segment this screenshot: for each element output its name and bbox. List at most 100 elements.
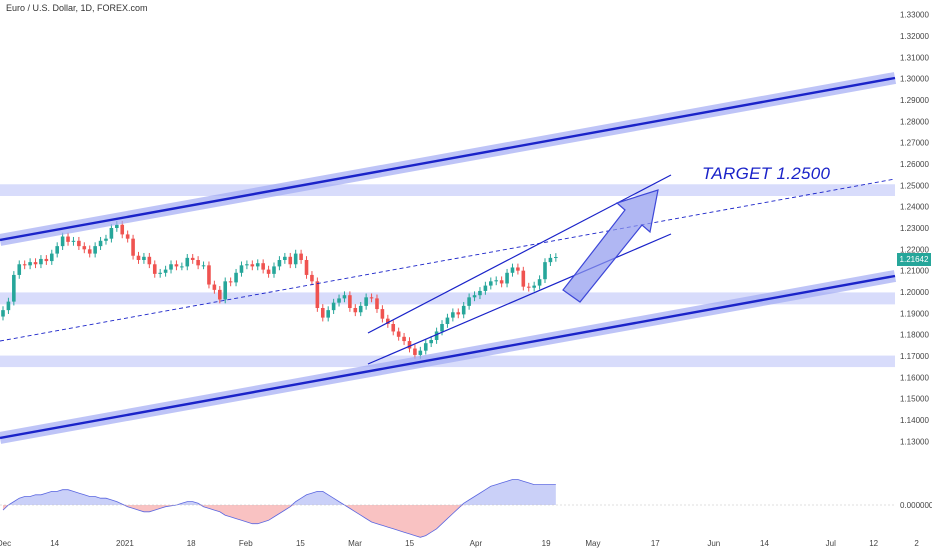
candle-body [391, 324, 396, 332]
price-tick-label: 1.25000 [900, 181, 929, 190]
candle-body [348, 295, 352, 308]
price-tick-label: 1.23000 [900, 224, 929, 233]
candle-body [239, 265, 244, 273]
candle-body [478, 290, 482, 296]
candle-body [337, 298, 341, 303]
candle-body [342, 295, 347, 299]
candle-body [299, 253, 303, 260]
candle-body [461, 305, 466, 315]
candle-body [548, 257, 553, 263]
candle-body [196, 260, 200, 266]
candle-body [304, 260, 309, 275]
candle-body [223, 281, 228, 300]
price-tick-label: 1.16000 [900, 373, 929, 382]
candle-body [104, 238, 108, 241]
price-tick-label: 1.19000 [900, 309, 929, 318]
candle-body [1, 310, 5, 317]
candle-body [66, 236, 70, 242]
candle-body [429, 340, 433, 344]
candle-body [6, 301, 11, 311]
candle-body [489, 281, 493, 286]
candle-body [402, 336, 406, 342]
date-tick-label: May [585, 539, 600, 548]
candle-body [293, 253, 298, 265]
candle-body [169, 264, 173, 270]
candle-body [407, 341, 412, 349]
candle-body [418, 350, 423, 355]
candle-body [266, 269, 271, 274]
sr-zone-0 [0, 184, 895, 196]
candle-body [380, 309, 385, 319]
short-channel-lower [367, 233, 672, 365]
date-tick-label: Dec [0, 539, 11, 548]
price-tick-label: 1.27000 [900, 139, 929, 148]
last-price-badge: 1.21642 [897, 253, 931, 266]
candle-body [218, 289, 222, 300]
candle-body [180, 266, 184, 268]
candle-body [201, 265, 206, 267]
price-tick-label: 1.21000 [900, 267, 929, 276]
candle-body [60, 236, 65, 247]
candle-body [142, 256, 146, 260]
macd-negative-area [3, 505, 556, 538]
candle-body [331, 302, 336, 311]
candle-body [185, 257, 190, 267]
candle-body [456, 312, 461, 315]
price-tick-label: 1.18000 [900, 331, 929, 340]
candle-body [413, 348, 417, 355]
date-tick-label: 17 [651, 539, 660, 548]
candle-body [451, 312, 455, 318]
candle-body [33, 262, 38, 265]
candle-body [120, 224, 125, 235]
candle-body [445, 317, 450, 324]
target-annotation: TARGET 1.2500 [702, 164, 831, 183]
upper-channel-line [0, 76, 896, 242]
candle-body [12, 274, 16, 302]
candle-body [353, 308, 358, 313]
candle-body [234, 272, 238, 283]
candle-body [467, 297, 471, 306]
candle-body [152, 264, 157, 274]
macd-line [2, 479, 556, 538]
candle-body [212, 284, 217, 290]
price-tick-label: 1.33000 [900, 11, 929, 20]
candle-body [228, 281, 233, 283]
candle-body [255, 263, 260, 267]
macd-positive-area [3, 479, 556, 505]
candle-body [499, 280, 504, 284]
candle-body [288, 256, 293, 265]
candle-body [93, 246, 97, 254]
candle-body [77, 240, 81, 247]
price-tick-label: 1.29000 [900, 96, 929, 105]
candle-body [136, 255, 141, 260]
date-tick-label: Apr [470, 539, 483, 548]
candle-body [147, 256, 152, 265]
date-tick-label: Jun [707, 539, 720, 548]
candle-body [277, 260, 282, 267]
date-tick-label: 2 [914, 539, 919, 548]
candle-body [516, 267, 520, 271]
date-tick-label: 15 [296, 539, 305, 548]
candle-body [207, 265, 211, 285]
candle-body [98, 240, 103, 247]
price-tick-label: 1.15000 [900, 395, 929, 404]
candle-body [310, 274, 314, 282]
candle-body [440, 324, 444, 332]
candle-body [543, 262, 547, 280]
sr-zone-1 [0, 292, 895, 305]
date-tick-label: 14 [760, 539, 769, 548]
candle-body [521, 270, 526, 287]
candle-body [158, 272, 162, 274]
candle-body [510, 267, 515, 273]
candle-body [505, 272, 509, 284]
date-tick-label: Mar [348, 539, 362, 548]
candle-body [326, 310, 330, 318]
candle-body [87, 249, 92, 254]
price-tick-label: 1.28000 [900, 117, 929, 126]
candle-body [22, 264, 27, 266]
candle-body [272, 266, 276, 274]
price-tick-label: 1.32000 [900, 32, 929, 41]
candle-body [44, 258, 49, 262]
candle-body [386, 318, 390, 324]
